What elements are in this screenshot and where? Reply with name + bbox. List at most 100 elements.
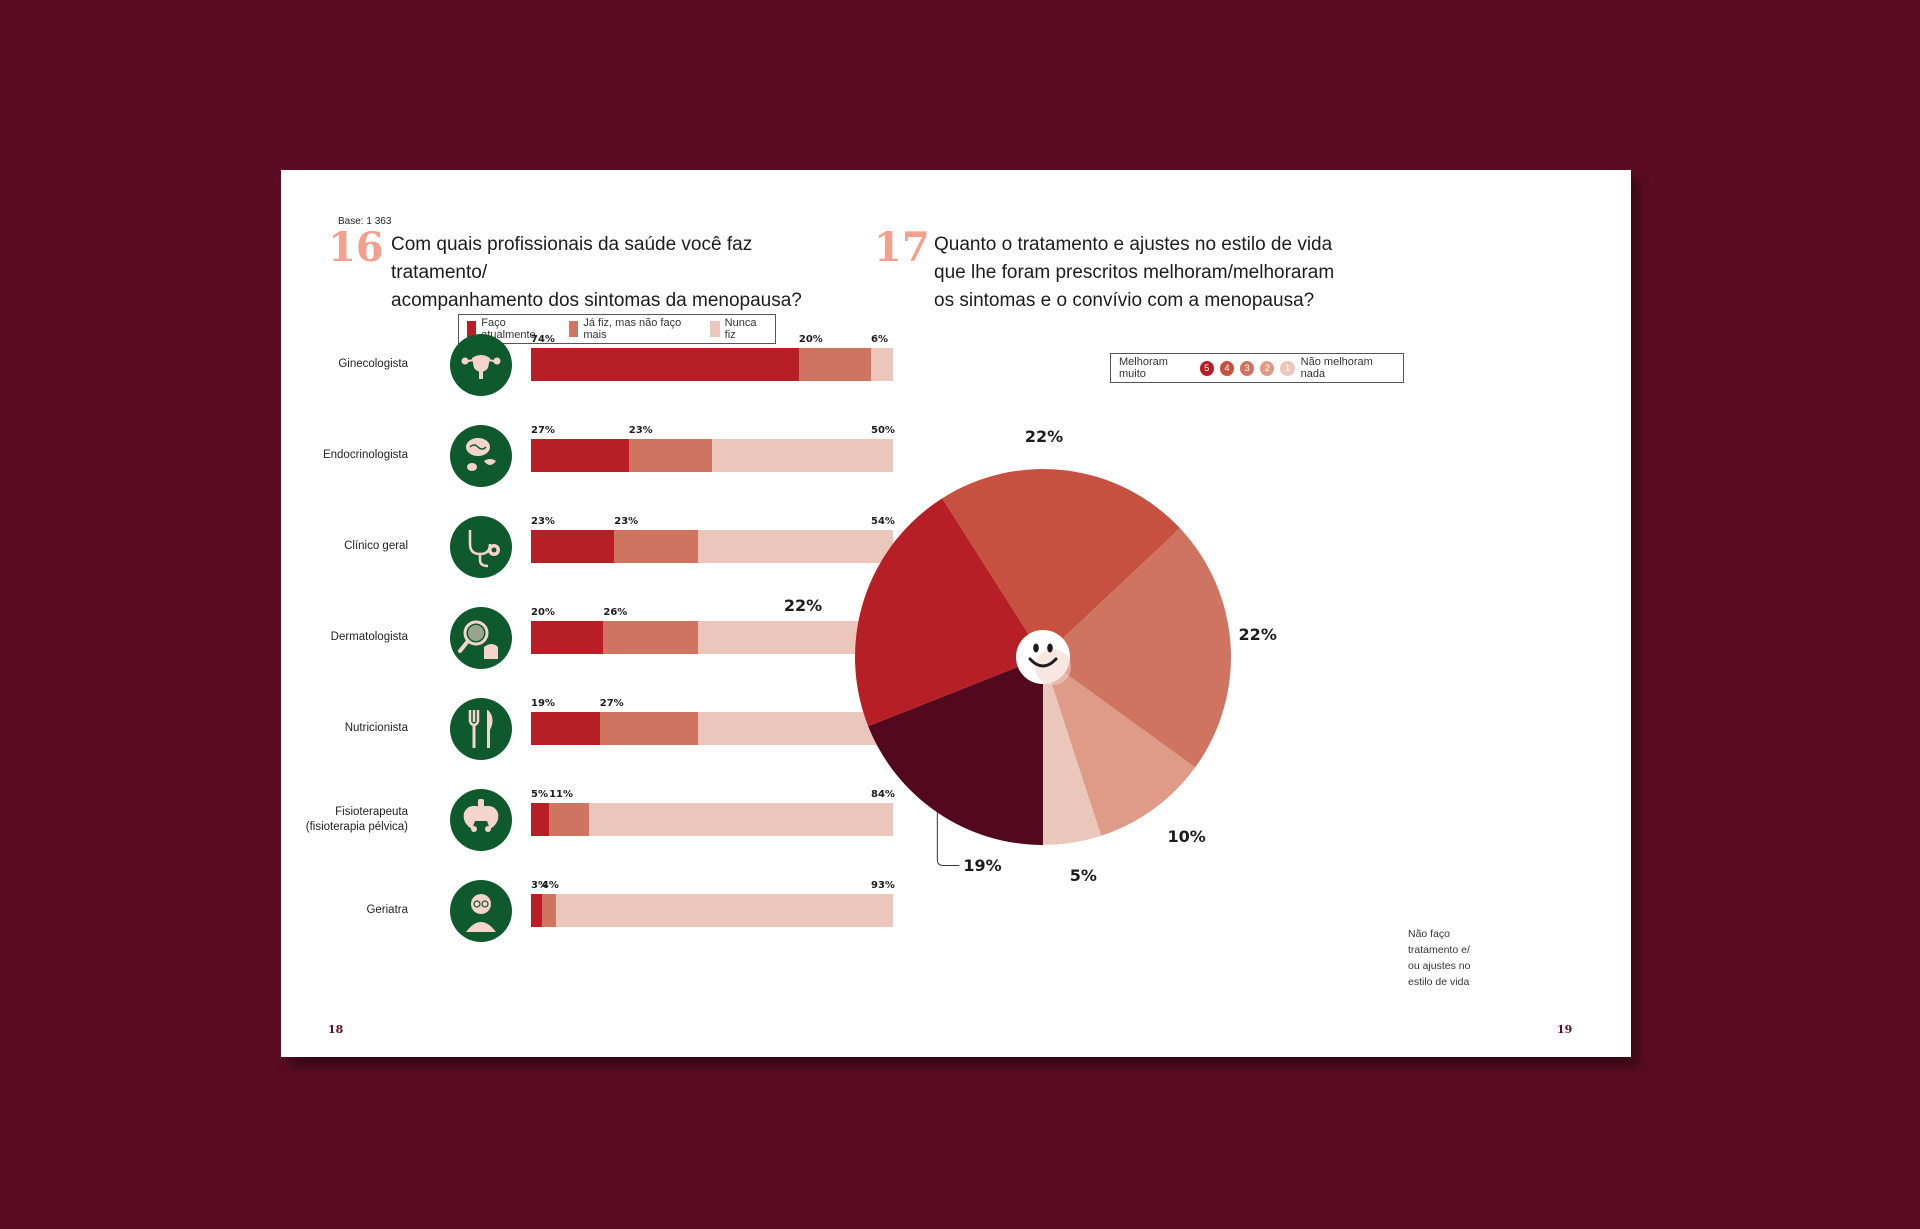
- row-label-line: (fisioterapia pélvica): [305, 820, 408, 833]
- bar-segment-current: [531, 712, 600, 745]
- pie-slice-2: [1043, 657, 1196, 836]
- pie-label: 10%: [1167, 826, 1206, 846]
- pie-label: 5%: [1069, 866, 1097, 886]
- row-label-5: Fisioterapeuta (fisioterapia pélvica): [258, 805, 408, 835]
- row-label-line: Nutricionista: [344, 722, 408, 734]
- row-label-line: Fisioterapeuta: [335, 805, 408, 818]
- bar-segment-never: [697, 530, 893, 563]
- value-label: 84%: [871, 789, 895, 800]
- question-16-line-1: Com quais profissionais da saúde você fa…: [391, 234, 753, 283]
- pie-note-line-3: ou ajustes no: [1408, 960, 1471, 972]
- bar-segment-never: [871, 348, 893, 381]
- legend-swatch-past: [569, 321, 579, 337]
- uterus-icon: [450, 333, 512, 396]
- value-label: 27%: [599, 698, 624, 709]
- row-label-3: Dermatologista: [258, 630, 408, 645]
- bar-segment-never: [697, 712, 893, 745]
- pie-note-line-1: Não faço: [1408, 928, 1451, 940]
- question-number-17: 17: [874, 224, 930, 271]
- value-label: 23%: [628, 425, 653, 436]
- bar-segment-past: [798, 348, 872, 381]
- magnifier-skin-icon: [450, 606, 512, 669]
- legend-swatch-current: [467, 321, 477, 337]
- bar-segment-current: [531, 803, 550, 836]
- bar-segment-past: [614, 530, 698, 563]
- row-label-0: Ginecologista: [258, 357, 408, 372]
- value-label: 93%: [871, 880, 895, 891]
- bar-segment-current: [531, 894, 542, 927]
- value-label: 54%: [871, 607, 895, 618]
- bar-row: [531, 712, 893, 745]
- value-label: 50%: [871, 425, 895, 436]
- value-label: 6%: [871, 334, 888, 345]
- pie-chart-legend: Melhoram muito 5 4 3 2 1 Não melhoram na…: [1110, 353, 1404, 383]
- bar-segment-current: [531, 348, 799, 381]
- stethoscope-icon: [450, 515, 512, 578]
- base-note: Base: 1 363: [338, 216, 392, 227]
- pie-legend-dot-5: 5: [1199, 360, 1214, 376]
- value-label: 20%: [798, 334, 823, 345]
- row-label-line: Clínico geral: [344, 540, 408, 552]
- row-label-4: Nutricionista: [258, 721, 408, 736]
- value-label: 5%: [531, 789, 548, 800]
- page-number-right: 19: [1557, 1023, 1573, 1036]
- pie-legend-right-label: Não melhoram nada: [1300, 356, 1373, 380]
- question-17-line-1: Quanto o tratamento e ajustes no estilo …: [934, 234, 1333, 255]
- question-17-line-2: que lhe foram prescritos melhoram/melhor…: [934, 262, 1335, 283]
- value-label: 20%: [531, 607, 555, 618]
- legend-label-past: Já fiz, mas não faço mais: [583, 317, 682, 341]
- bar-row: [531, 348, 893, 381]
- bar-segment-current: [531, 621, 604, 654]
- bar-segment-never: [697, 621, 893, 654]
- bar-segment-never: [711, 439, 893, 472]
- value-label: 74%: [531, 334, 555, 345]
- pie-leader-line: [936, 812, 960, 866]
- pie-legend-dot-3: 3: [1240, 360, 1255, 376]
- row-label-line: Ginecologista: [338, 358, 408, 370]
- row-label-6: Geriatra: [258, 903, 408, 918]
- row-label-2: Clínico geral: [258, 539, 408, 554]
- pie-note-line-4: estilo de vida: [1408, 976, 1470, 988]
- bar-row: [531, 530, 893, 563]
- pie-legend-dot-4: 4: [1219, 360, 1235, 376]
- question-17-title: Quanto o tratamento e ajustes no estilo …: [934, 231, 1354, 315]
- value-label: 11%: [549, 789, 574, 800]
- legend-swatch-never: [710, 321, 720, 337]
- pie-slice-4: [942, 469, 1181, 657]
- pie-slice-não: [868, 657, 1043, 845]
- bar-segment-current: [531, 439, 629, 472]
- value-label: 27%: [531, 425, 555, 436]
- value-label: 54%: [871, 516, 895, 527]
- pie-legend-dot-2: 2: [1260, 360, 1275, 376]
- bar-segment-past: [628, 439, 712, 472]
- bar-segment-past: [549, 803, 589, 836]
- bar-segment-past: [599, 712, 698, 745]
- bar-row: [531, 894, 893, 927]
- question-17-line-3: os sintomas e o convívio com a menopausa…: [934, 290, 1315, 311]
- legend-label-never: Nunca fiz: [724, 317, 757, 341]
- elderly-person-icon: [450, 879, 512, 942]
- brain-thyroid-icon: [450, 424, 512, 487]
- value-label: 26%: [603, 607, 628, 618]
- legend-past: Já fiz, mas não faço mais: [569, 317, 698, 341]
- value-label: 23%: [531, 516, 555, 527]
- value-label: 3%: [531, 880, 548, 891]
- value-label: 19%: [531, 698, 555, 709]
- question-number-16: 16: [328, 224, 384, 271]
- pie-slice-1: [1043, 657, 1102, 845]
- question-16-line-2: acompanhamento dos sintomas da menopausa…: [391, 290, 802, 311]
- bar-row: [531, 803, 893, 836]
- pie-label: 22%: [783, 596, 823, 616]
- bar-chart-legend: Faço atualmente Já fiz, mas não faço mai…: [458, 314, 776, 344]
- pie-legend-left-label: Melhoram muito: [1119, 356, 1168, 380]
- bar-segment-never: [556, 894, 893, 927]
- row-label-1: Endocrinologista: [258, 448, 408, 463]
- pie-label: 22%: [1238, 625, 1277, 645]
- bar-segment-never: [588, 803, 893, 836]
- fork-knife-icon: [450, 697, 512, 760]
- page-number-left: 18: [328, 1023, 344, 1036]
- pie-label: 19%: [963, 856, 1002, 876]
- question-16-title: Com quais profissionais da saúde você fa…: [391, 231, 851, 315]
- pie-note-line-2: tratamento e/: [1408, 944, 1470, 956]
- row-label-line: Geriatra: [366, 904, 408, 916]
